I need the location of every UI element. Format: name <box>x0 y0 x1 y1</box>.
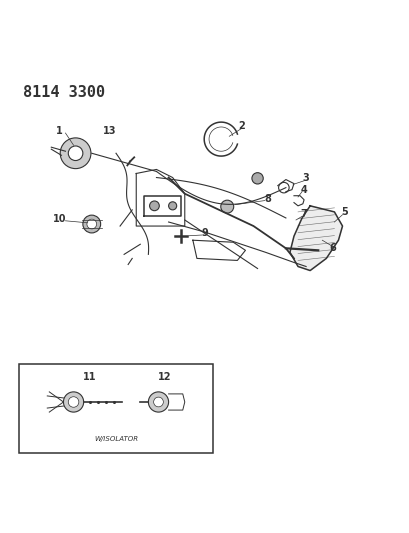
Text: 6: 6 <box>328 243 335 253</box>
Text: 1: 1 <box>56 126 63 135</box>
Text: 4: 4 <box>300 184 307 195</box>
Circle shape <box>149 201 159 211</box>
Text: 8: 8 <box>264 193 270 204</box>
Circle shape <box>220 200 233 213</box>
Text: 7: 7 <box>300 209 307 219</box>
Circle shape <box>148 392 168 412</box>
Circle shape <box>251 173 263 184</box>
Circle shape <box>63 392 83 412</box>
Circle shape <box>153 397 163 407</box>
Circle shape <box>168 202 176 210</box>
Text: 2: 2 <box>238 121 244 131</box>
Circle shape <box>60 138 91 168</box>
Polygon shape <box>289 206 342 271</box>
Text: 12: 12 <box>157 372 171 382</box>
Bar <box>19 364 213 453</box>
Text: 11: 11 <box>83 372 96 382</box>
Text: 8114 3300: 8114 3300 <box>23 85 105 100</box>
Text: 5: 5 <box>340 207 347 217</box>
Circle shape <box>87 219 97 229</box>
Circle shape <box>83 215 100 233</box>
Text: 9: 9 <box>201 228 208 238</box>
Circle shape <box>68 397 79 407</box>
Text: W/ISOLATOR: W/ISOLATOR <box>94 437 138 442</box>
Text: 3: 3 <box>302 173 309 183</box>
Text: 10: 10 <box>52 214 66 224</box>
Text: 13: 13 <box>103 126 117 135</box>
Circle shape <box>68 146 83 160</box>
